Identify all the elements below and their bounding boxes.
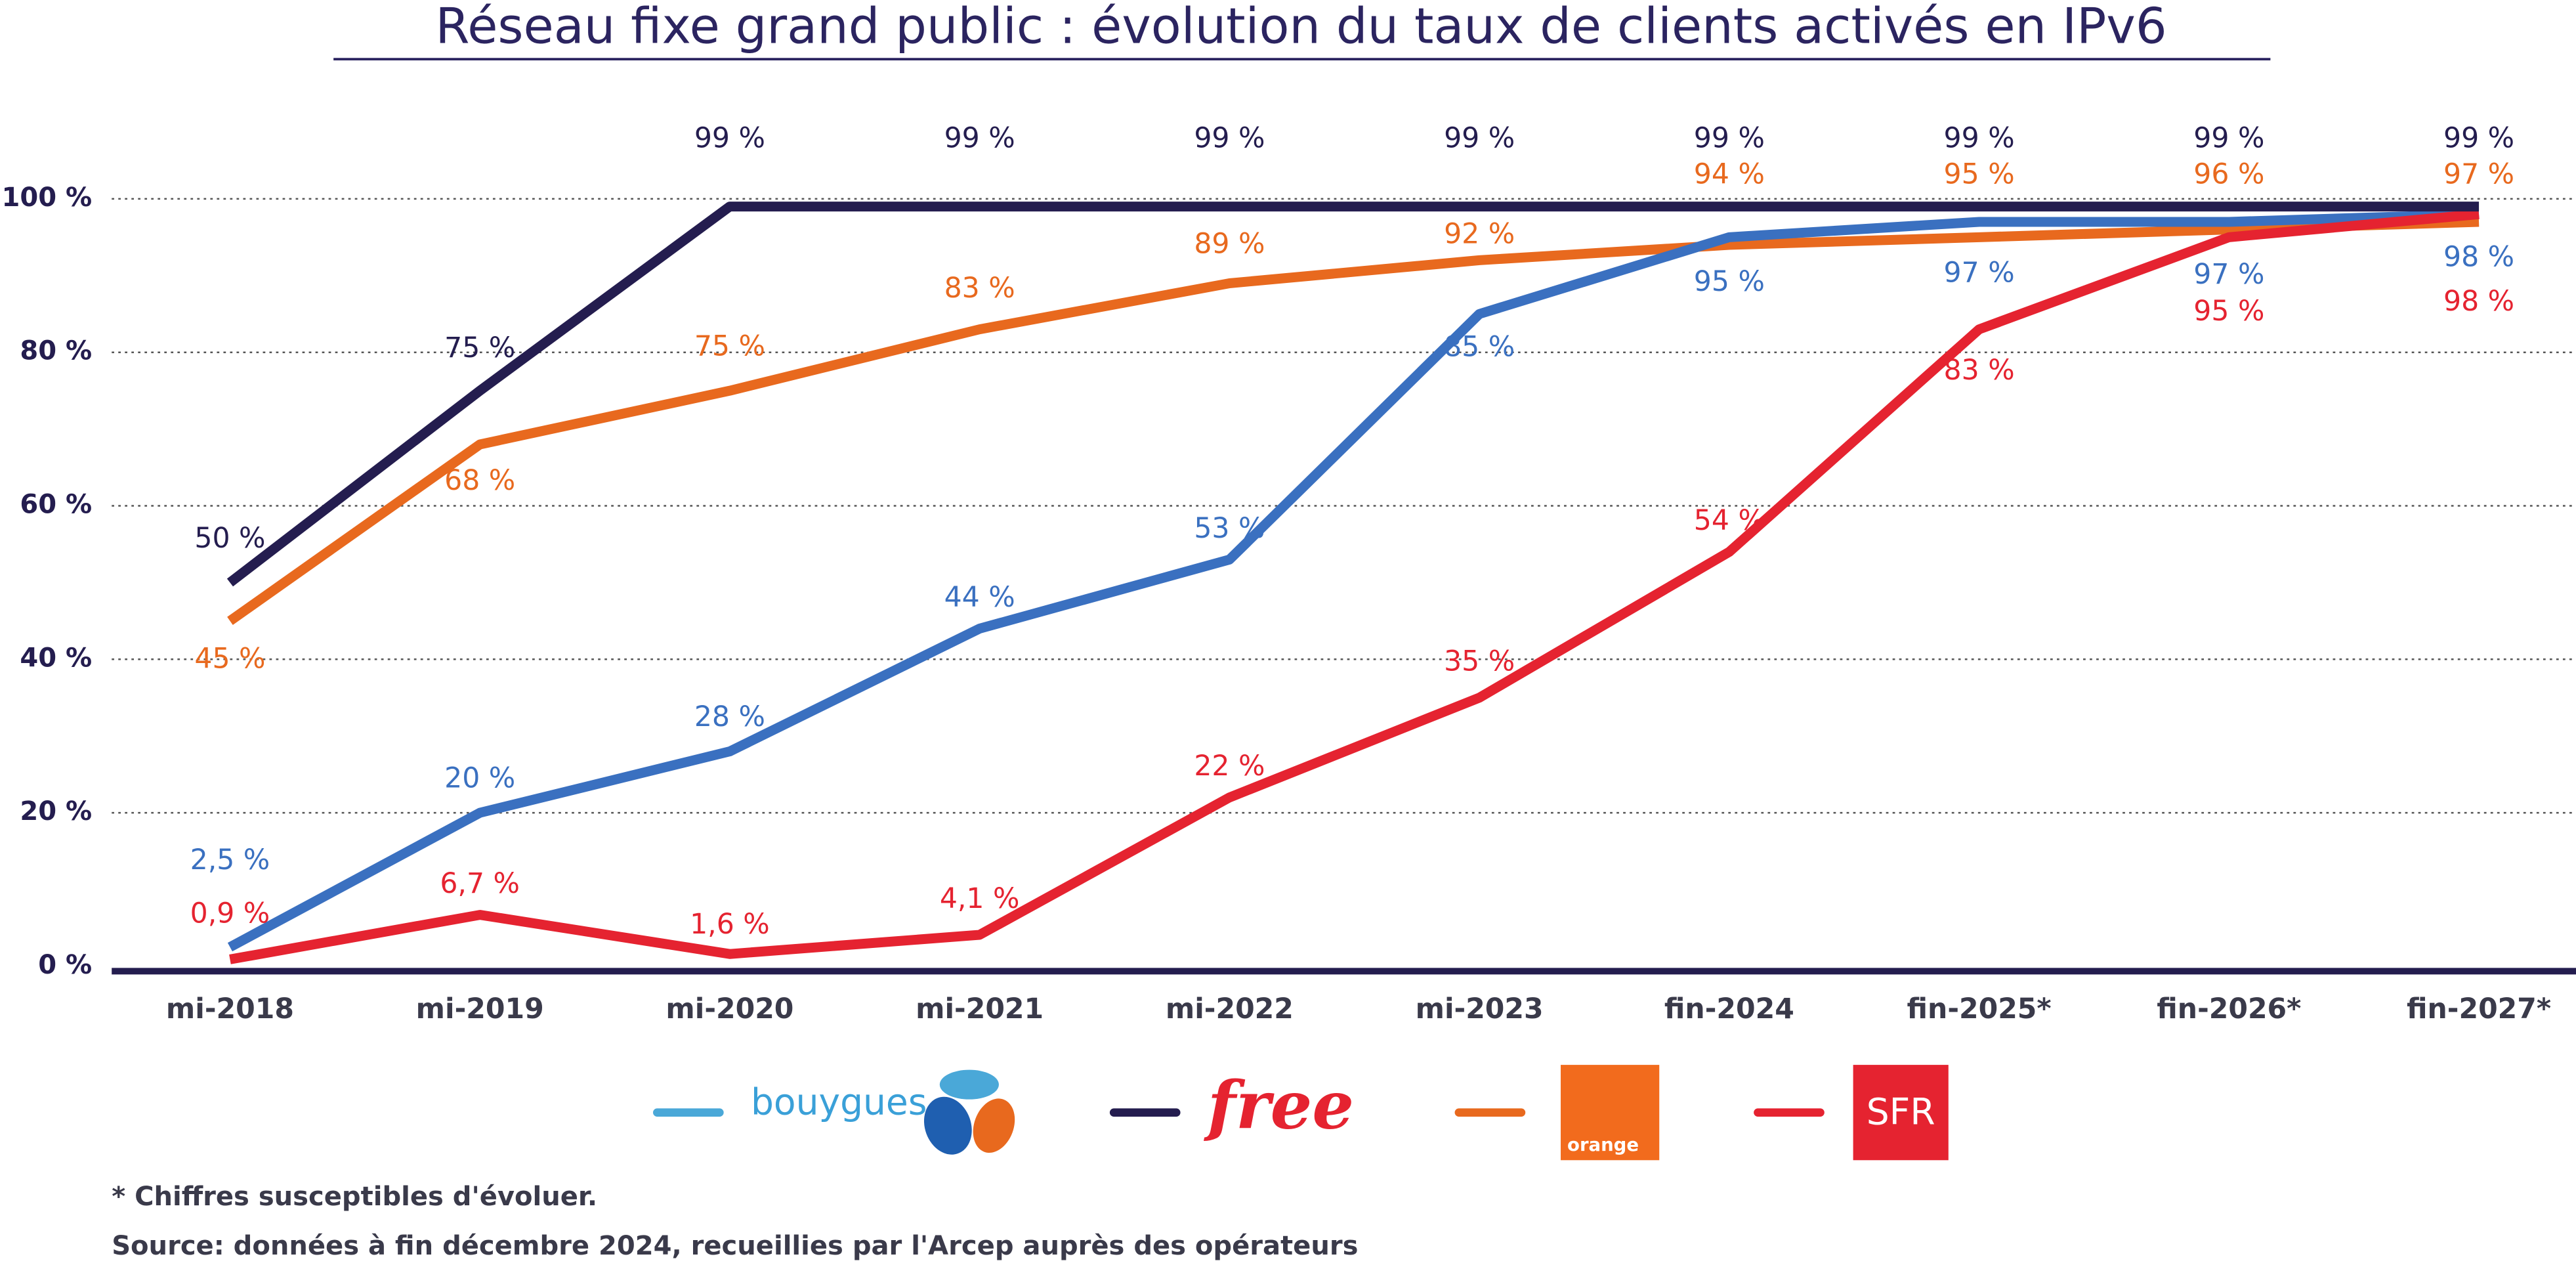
- x-tick-label: fin-2024: [1664, 993, 1794, 1025]
- x-tick-label: fin-2026*: [2157, 993, 2301, 1025]
- value-label: 99 %: [2443, 122, 2514, 154]
- value-label: 75 %: [694, 331, 765, 363]
- x-tick-label: mi-2018: [166, 993, 294, 1025]
- legend-label: free: [1204, 1067, 1354, 1144]
- value-label: 0,9 %: [190, 897, 270, 930]
- value-label: 99 %: [944, 122, 1015, 154]
- value-label: 99 %: [694, 122, 765, 154]
- x-tick-label: fin-2025*: [1907, 993, 2052, 1025]
- value-label: 99 %: [1194, 122, 1265, 154]
- x-tick-label: mi-2020: [665, 993, 793, 1025]
- value-label: 97 %: [2193, 259, 2264, 291]
- value-label: 99 %: [1694, 122, 1765, 154]
- value-label: 6,7 %: [440, 868, 520, 900]
- value-label: 95 %: [1944, 158, 2015, 190]
- legend-item: orange: [1454, 1065, 1660, 1161]
- value-label: 83 %: [1944, 354, 2015, 387]
- x-tick-label: mi-2022: [1166, 993, 1294, 1025]
- x-tick-label: fin-2027*: [2407, 993, 2551, 1025]
- legend-label: orange: [1567, 1134, 1639, 1155]
- value-label: 97 %: [2443, 158, 2514, 190]
- series-line: [227, 217, 2480, 625]
- value-label: 45 %: [194, 643, 265, 675]
- value-label: 89 %: [1194, 228, 1265, 260]
- value-label: 2,5 %: [190, 844, 270, 876]
- value-label: 44 %: [944, 582, 1015, 614]
- y-tick-label: 0 %: [38, 950, 92, 980]
- legend-item: bouygues: [653, 1069, 1015, 1155]
- value-label: 95 %: [1694, 266, 1765, 298]
- value-label: 1,6 %: [690, 909, 770, 941]
- value-label: 99 %: [1444, 122, 1515, 154]
- value-label: 99 %: [1944, 122, 2015, 154]
- logo-shape: [939, 1069, 999, 1100]
- chart-title: Réseau fixe grand public : évolution du …: [435, 0, 2166, 55]
- series-line: [229, 209, 2480, 964]
- logo-shape: [973, 1098, 1015, 1153]
- y-tick-label: 20 %: [20, 796, 92, 827]
- legend-label: bouygues: [751, 1081, 927, 1123]
- value-label: 94 %: [1694, 158, 1765, 190]
- value-label: 54 %: [1694, 505, 1765, 537]
- y-tick-label: 60 %: [20, 489, 92, 519]
- value-label: 75 %: [444, 332, 515, 364]
- value-label: 83 %: [944, 272, 1015, 305]
- value-label: 95 %: [2193, 295, 2264, 328]
- value-label: 35 %: [1444, 646, 1515, 678]
- value-label: 28 %: [694, 701, 765, 733]
- series-line: [227, 209, 2480, 952]
- footnote: * Chiffres susceptibles d'évoluer.: [112, 1182, 597, 1212]
- value-label: 97 %: [1944, 257, 2015, 290]
- value-label: 22 %: [1194, 750, 1265, 783]
- series-line: [226, 202, 2480, 587]
- value-label: 50 %: [194, 523, 265, 555]
- value-label: 99 %: [2193, 122, 2264, 154]
- value-label: 96 %: [2193, 158, 2264, 190]
- value-label: 4,1 %: [940, 883, 1020, 915]
- y-tick-label: 100 %: [2, 183, 93, 213]
- value-label: 68 %: [444, 465, 515, 497]
- value-label: 98 %: [2443, 241, 2514, 273]
- legend-label: SFR: [1867, 1090, 1935, 1132]
- value-label: 20 %: [444, 763, 515, 795]
- logo-box: [1561, 1065, 1660, 1161]
- x-tick-label: mi-2019: [416, 993, 544, 1025]
- y-tick-label: 80 %: [20, 336, 92, 366]
- logo-shape: [923, 1096, 972, 1155]
- value-label: 85 %: [1444, 331, 1515, 363]
- logo-box: [1853, 1065, 1949, 1161]
- legend-item: SFR: [1754, 1065, 1949, 1161]
- source: Source: données à fin décembre 2024, rec…: [112, 1231, 1358, 1261]
- value-label: 98 %: [2443, 286, 2514, 318]
- value-label: 53 %: [1194, 513, 1265, 545]
- y-tick-label: 40 %: [20, 643, 92, 673]
- value-label: 92 %: [1444, 218, 1515, 250]
- legend-item: free: [1109, 1067, 1354, 1144]
- x-tick-label: mi-2023: [1416, 993, 1544, 1025]
- x-tick-label: mi-2021: [916, 993, 1044, 1025]
